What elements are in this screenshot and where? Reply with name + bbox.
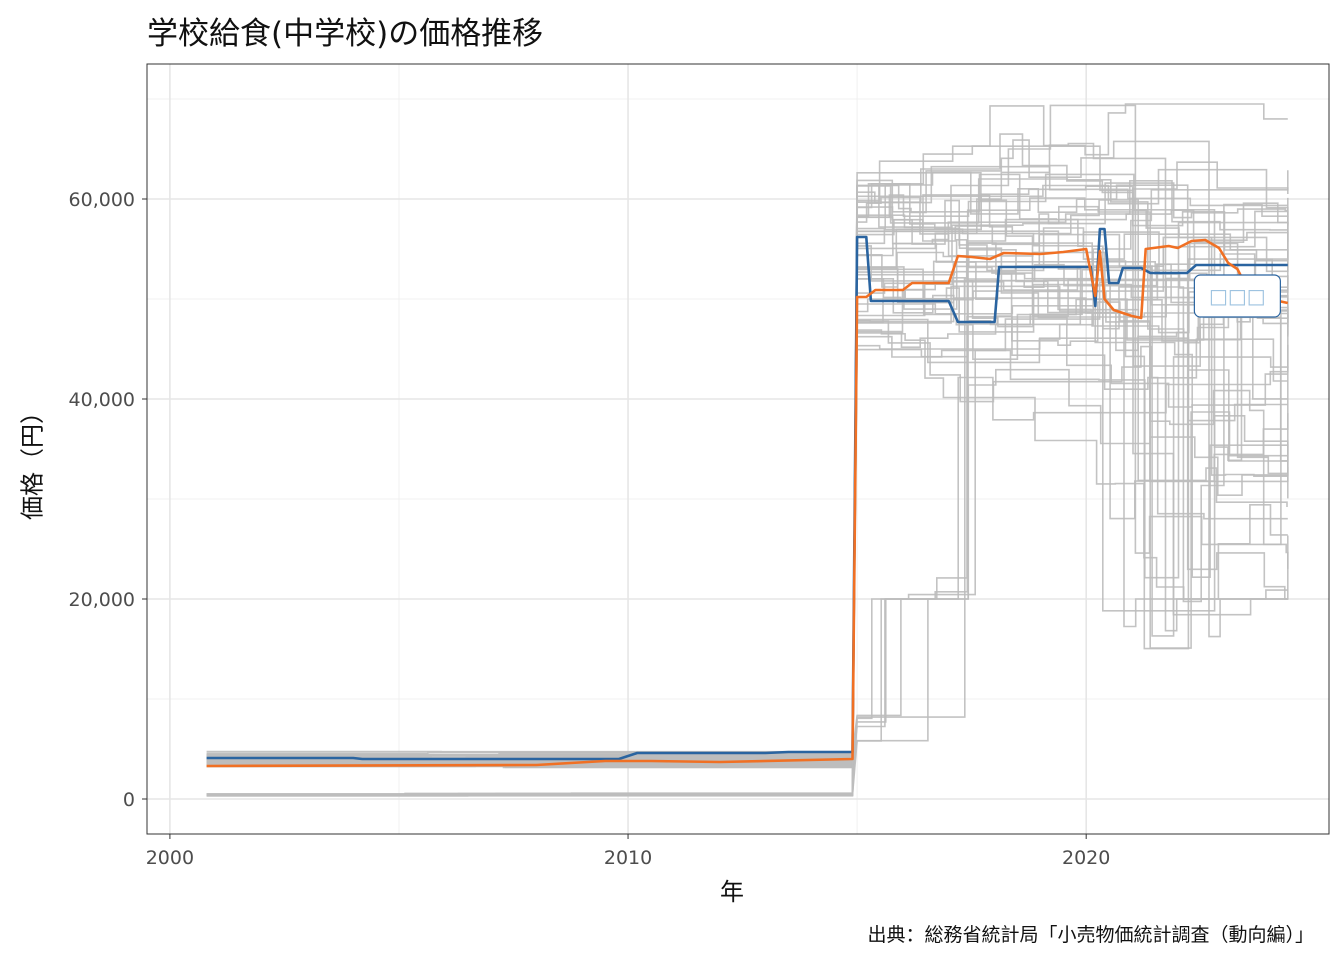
background-series-line — [206, 281, 1289, 763]
background-series-line — [206, 199, 1289, 763]
background-series-line — [206, 139, 1288, 761]
annotation-text: □□□ — [1209, 284, 1266, 308]
background-series-line — [206, 254, 1288, 761]
background-series-line — [206, 320, 1288, 756]
background-series-line — [206, 368, 1289, 796]
x-tick-label: 2010 — [604, 847, 652, 869]
annotation-label: □□□ — [1193, 274, 1281, 318]
chart-title: 学校給食(中学校)の価格推移 — [147, 16, 544, 52]
background-series-line — [206, 197, 1289, 756]
background-series-line — [206, 165, 1288, 758]
average-series-line — [206, 238, 1289, 768]
background-series-line — [206, 303, 1289, 763]
background-series-line — [206, 133, 1288, 763]
background-series-group — [206, 103, 1289, 797]
background-series-line — [206, 196, 1289, 766]
y-tick-label: 0 — [123, 789, 135, 811]
panel-border — [146, 63, 1330, 835]
background-series-line — [206, 170, 1289, 796]
background-series-line — [206, 281, 1289, 754]
background-series-line — [206, 179, 1288, 760]
highlight-series-line — [206, 227, 1288, 761]
background-series-line — [206, 104, 1289, 762]
y-tick-label: 40,000 — [69, 389, 135, 411]
x-tick-label: 2000 — [146, 847, 194, 869]
background-series-line — [206, 221, 1289, 765]
source-caption: 出典：総務省統計局「小売物価統計調査（動向編）」 — [867, 924, 1314, 946]
x-axis-label: 年 — [720, 878, 744, 906]
background-series-line — [206, 210, 1289, 758]
y-axis-label: 価格（円） — [18, 400, 47, 520]
grid-major — [147, 64, 1329, 834]
background-series-line — [206, 173, 1288, 796]
axis-ticks: 2000 2010 2020 0 20,000 40,000 60,000 — [69, 189, 1111, 869]
background-series-line — [206, 199, 1288, 760]
background-series-line — [206, 268, 1289, 796]
highlight-series-group — [206, 227, 1289, 768]
y-tick-label: 20,000 — [69, 589, 135, 611]
background-series-line — [206, 180, 1288, 756]
x-tick-label: 2020 — [1062, 847, 1110, 869]
annotation-box — [1193, 274, 1281, 318]
y-tick-label: 60,000 — [69, 189, 135, 211]
